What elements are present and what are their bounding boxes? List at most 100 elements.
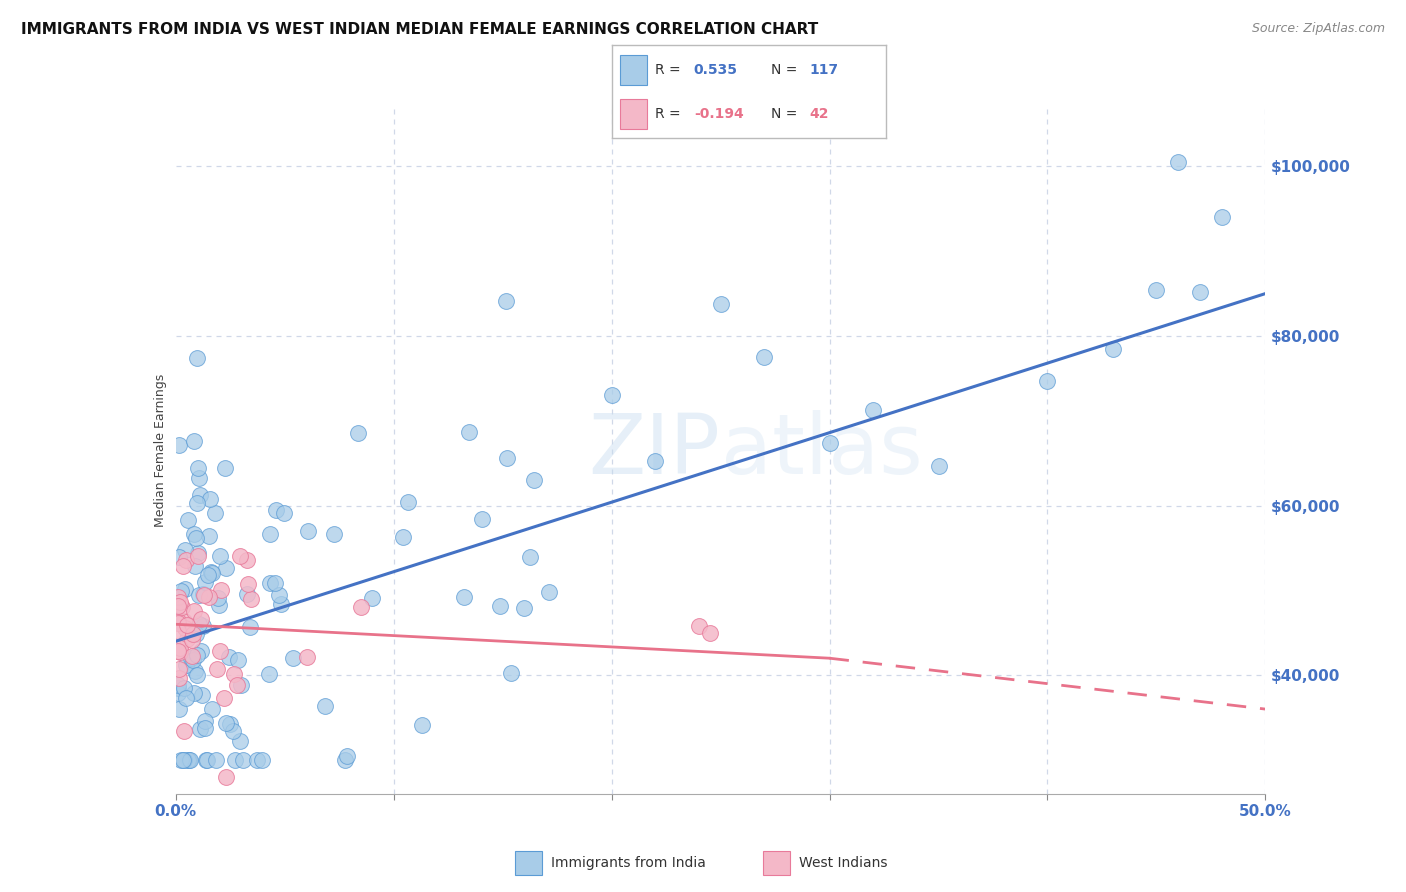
Point [195, 753, 218, 767]
Point [236, 577, 259, 591]
Point [240, 592, 263, 607]
Point [471, 512, 494, 526]
Point [499, 665, 522, 680]
Point [187, 616, 209, 631]
Point [198, 529, 221, 543]
Point [392, 530, 415, 544]
Point [710, 297, 733, 311]
Text: Immigrants from India: Immigrants from India [551, 855, 706, 870]
Point [190, 488, 212, 502]
Point [214, 716, 236, 731]
Point [167, 686, 190, 700]
Point [699, 626, 721, 640]
Point [169, 641, 191, 656]
Point [188, 588, 211, 602]
Point [523, 473, 546, 487]
Point [186, 351, 208, 366]
Point [184, 559, 207, 574]
Point [335, 753, 357, 767]
Point [219, 716, 242, 731]
Point [187, 461, 209, 475]
Point [167, 624, 190, 638]
Point [297, 524, 319, 538]
Point [167, 644, 190, 658]
Point [212, 690, 235, 705]
Point [186, 648, 208, 662]
Text: N =: N = [770, 63, 801, 77]
Bar [620, 55, 647, 85]
Point [1189, 285, 1212, 299]
Point [174, 553, 197, 567]
Point [191, 587, 214, 601]
Point [264, 502, 287, 516]
Point [295, 649, 318, 664]
Point [195, 753, 218, 767]
Text: IMMIGRANTS FROM INDIA VS WEST INDIAN MEDIAN FEMALE EARNINGS CORRELATION CHART: IMMIGRANTS FROM INDIA VS WEST INDIAN MED… [21, 22, 818, 37]
Point [174, 621, 197, 635]
Text: 117: 117 [808, 63, 838, 77]
Text: R =: R = [655, 63, 686, 77]
Point [169, 661, 191, 675]
Point [228, 653, 250, 667]
Point [183, 527, 205, 541]
Point [453, 590, 475, 604]
Point [259, 576, 281, 591]
Point [201, 566, 224, 580]
Point [169, 645, 191, 659]
Point [336, 749, 359, 764]
Point [167, 438, 190, 452]
Point [194, 722, 217, 736]
Point [187, 546, 209, 560]
Point [172, 753, 194, 767]
Point [273, 506, 295, 520]
Point [928, 458, 950, 473]
Point [229, 678, 252, 692]
Point [191, 619, 214, 633]
Point [495, 293, 517, 308]
Point [283, 650, 305, 665]
Point [222, 666, 245, 681]
Point [169, 595, 191, 609]
Point [489, 599, 512, 613]
Point [191, 688, 214, 702]
Point [183, 664, 205, 678]
Point [215, 770, 238, 784]
Point [174, 582, 197, 597]
Point [167, 614, 190, 628]
Point [600, 388, 623, 402]
Point [181, 627, 204, 641]
Point [207, 591, 229, 605]
Point [181, 649, 204, 664]
Point [167, 599, 190, 614]
Point [208, 598, 231, 612]
Point [170, 753, 193, 767]
Point [267, 588, 290, 602]
Point [180, 651, 202, 665]
Point [181, 652, 204, 666]
Point [194, 714, 217, 728]
Point [183, 434, 205, 449]
Point [194, 575, 217, 590]
Point [173, 543, 195, 558]
Point [198, 492, 221, 507]
Point [177, 753, 200, 767]
Point [209, 583, 232, 598]
Point [264, 576, 287, 591]
Point [173, 723, 195, 738]
Point [818, 436, 841, 450]
Text: 42: 42 [808, 107, 828, 121]
Point [193, 588, 215, 602]
Point [205, 753, 228, 767]
Text: atlas: atlas [721, 410, 922, 491]
Point [176, 617, 198, 632]
Point [1167, 155, 1189, 169]
Point [360, 591, 382, 605]
Point [519, 549, 541, 564]
Point [259, 527, 281, 541]
Point [252, 753, 274, 767]
Point [214, 461, 236, 475]
Point [209, 549, 232, 564]
Point [176, 632, 198, 646]
Point [644, 454, 666, 468]
Point [228, 733, 250, 747]
